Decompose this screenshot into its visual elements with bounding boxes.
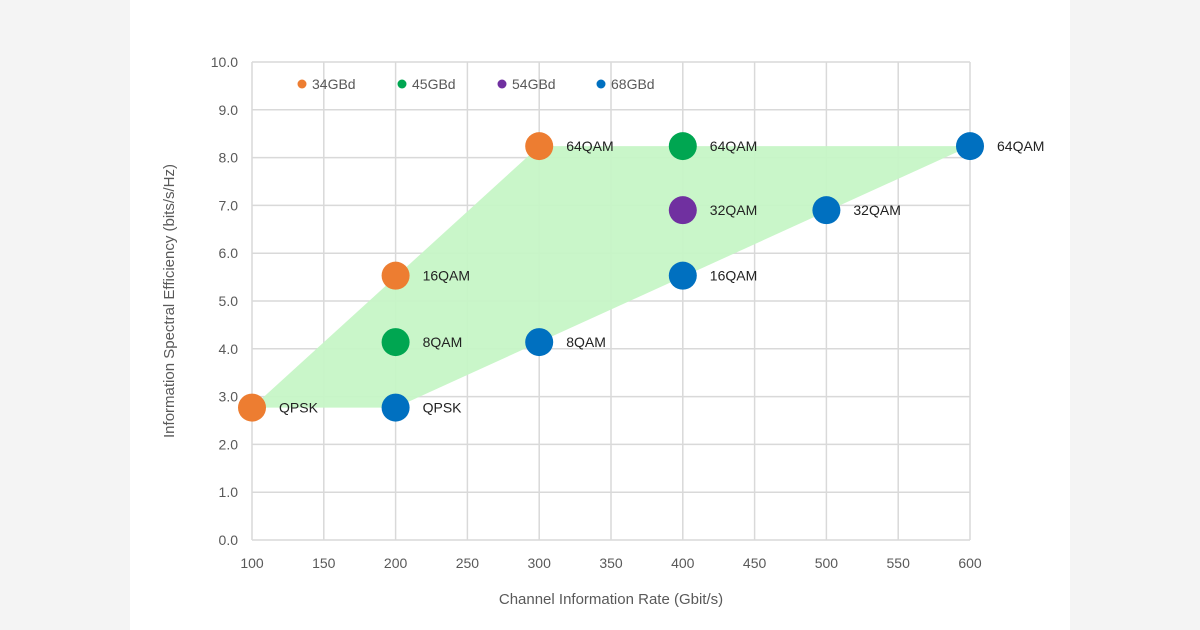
data-point-34gbd xyxy=(381,261,410,290)
x-tick-label: 150 xyxy=(312,555,336,571)
legend: 34GBd 45GBd 54GBd 68GBd xyxy=(297,76,655,92)
y-tick-label: 10.0 xyxy=(211,54,238,70)
x-tick-label: 600 xyxy=(958,555,982,571)
legend-label: 45GBd xyxy=(412,76,456,92)
legend-marker-54gbd xyxy=(497,79,507,89)
y-tick-label: 7.0 xyxy=(219,197,239,213)
y-tick-label: 6.0 xyxy=(219,245,239,261)
y-tick-label: 4.0 xyxy=(219,341,239,357)
point-labels: QPSK 16QAM 64QAM 8QAM 64QAM 32QAM QPSK 8QAM 16QA… xyxy=(279,138,1044,415)
x-axis-title: Channel Information Rate (Gbit/s) xyxy=(499,591,723,608)
data-point-45gbd xyxy=(381,328,410,357)
data-point-68gbd xyxy=(525,328,554,357)
point-label: 16QAM xyxy=(423,268,470,284)
data-point-34gbd xyxy=(525,132,554,161)
y-tick-label: 5.0 xyxy=(219,293,239,309)
data-point-34gbd xyxy=(238,393,266,422)
point-label: 32QAM xyxy=(710,202,757,218)
legend-marker-45gbd xyxy=(397,79,407,89)
legend-label: 68GBd xyxy=(611,76,655,92)
x-tick-label: 550 xyxy=(887,555,911,571)
point-label: QPSK xyxy=(423,400,463,416)
x-tick-label: 350 xyxy=(599,555,623,571)
legend-label: 54GBd xyxy=(512,76,556,92)
point-label: QPSK xyxy=(279,400,319,416)
y-axis-title: Information Spectral Efficiency (bits/s/… xyxy=(161,164,178,438)
tick-labels: 100 150 200 250 300 350 400 450 500 550 600 0.0 1.0 2… xyxy=(211,54,982,571)
y-tick-label: 2.0 xyxy=(219,436,239,452)
x-tick-label: 300 xyxy=(528,555,552,571)
point-label: 64QAM xyxy=(566,138,613,154)
point-label: 8QAM xyxy=(566,334,606,350)
data-point-68gbd xyxy=(956,132,984,161)
point-label: 64QAM xyxy=(997,138,1044,154)
x-tick-label: 500 xyxy=(815,555,839,571)
legend-label: 34GBd xyxy=(312,76,356,92)
point-label: 8QAM xyxy=(423,334,463,350)
x-tick-label: 400 xyxy=(671,555,695,571)
data-point-68gbd xyxy=(381,393,410,422)
point-label: 64QAM xyxy=(710,138,757,154)
data-point-54gbd xyxy=(668,196,697,225)
x-tick-label: 200 xyxy=(384,555,408,571)
data-points xyxy=(238,132,984,422)
y-tick-label: 3.0 xyxy=(219,389,239,405)
scatter-chart: QPSK 16QAM 64QAM 8QAM 64QAM 32QAM QPSK 8QAM 16QA… xyxy=(161,54,1044,608)
y-tick-label: 0.0 xyxy=(219,532,239,548)
data-point-68gbd xyxy=(812,196,841,225)
y-tick-label: 1.0 xyxy=(219,484,239,500)
point-label: 32QAM xyxy=(853,202,900,218)
legend-marker-68gbd xyxy=(596,79,606,89)
shaded-region xyxy=(252,146,970,408)
x-tick-label: 250 xyxy=(456,555,480,571)
data-point-45gbd xyxy=(668,132,697,161)
chart-panel: QPSK 16QAM 64QAM 8QAM 64QAM 32QAM QPSK 8QAM 16QA… xyxy=(130,0,1070,630)
legend-marker-34gbd xyxy=(297,79,307,89)
y-tick-label: 9.0 xyxy=(219,102,239,118)
shaded-region-layer xyxy=(252,146,970,408)
point-label: 16QAM xyxy=(710,268,757,284)
x-tick-label: 450 xyxy=(743,555,767,571)
data-point-68gbd xyxy=(668,261,697,290)
y-tick-label: 8.0 xyxy=(219,150,239,166)
x-tick-label: 100 xyxy=(240,555,264,571)
